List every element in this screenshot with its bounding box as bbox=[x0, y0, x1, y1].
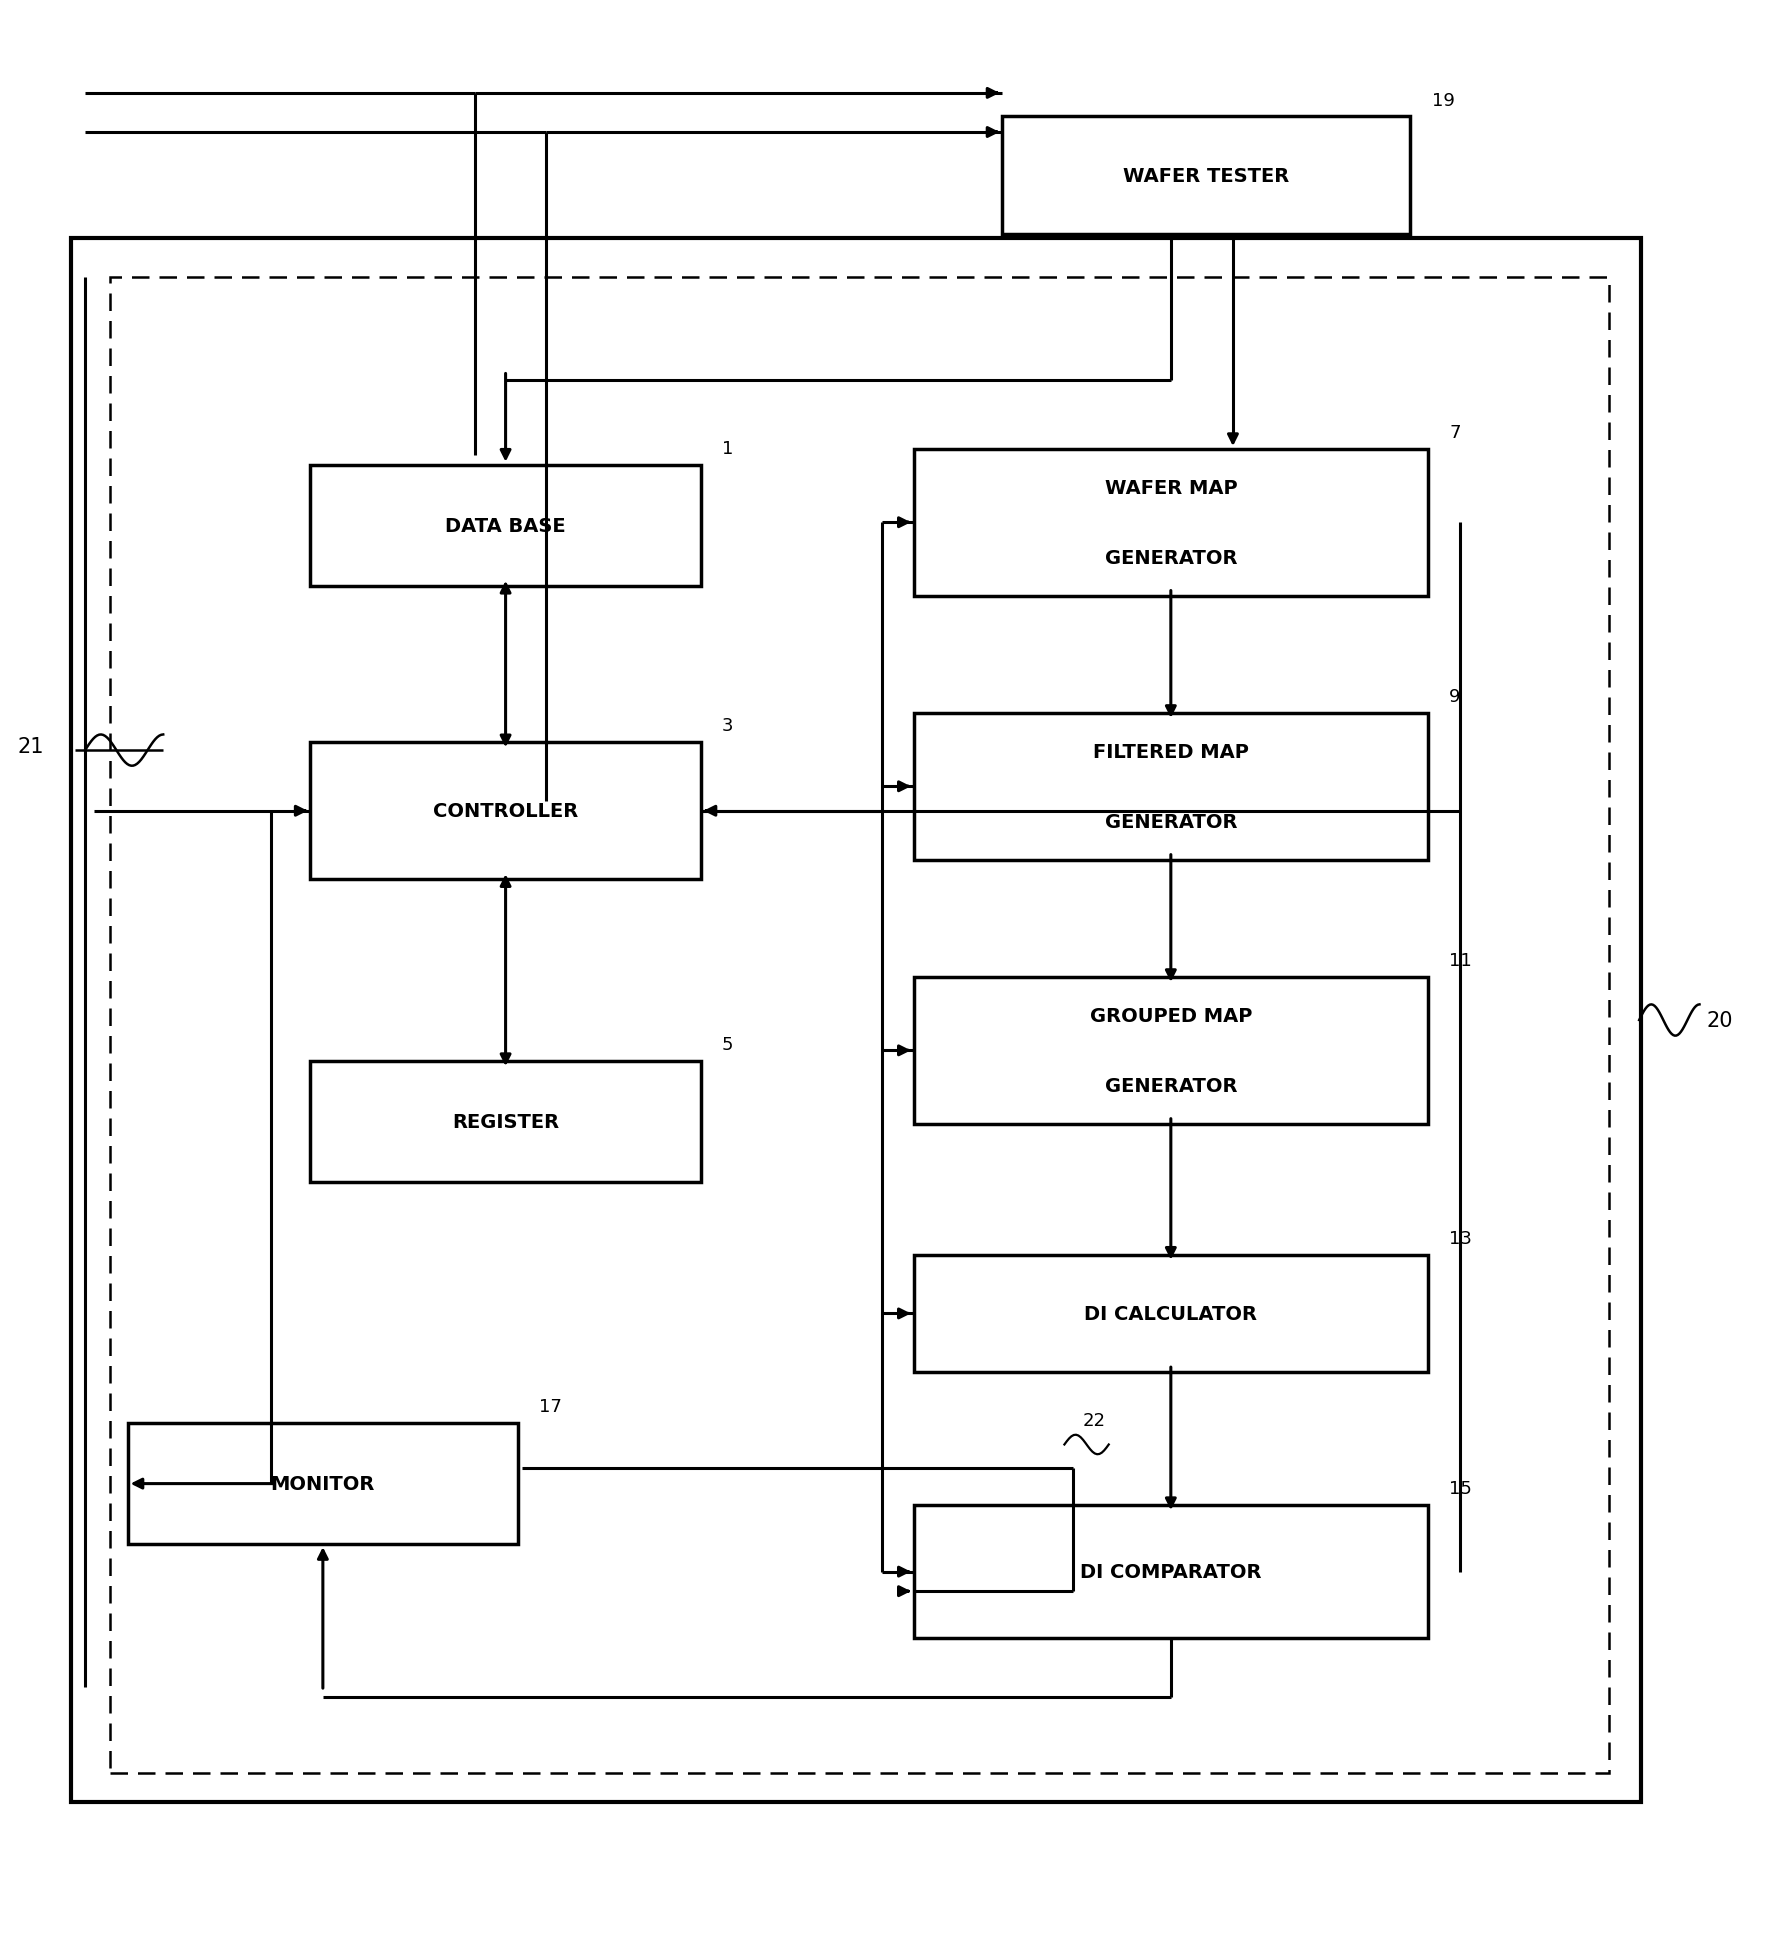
Text: 19: 19 bbox=[1431, 92, 1454, 109]
Text: 17: 17 bbox=[539, 1398, 562, 1415]
Text: 7: 7 bbox=[1449, 424, 1459, 442]
FancyBboxPatch shape bbox=[310, 1062, 700, 1183]
FancyBboxPatch shape bbox=[128, 1423, 518, 1544]
Text: 22: 22 bbox=[1082, 1412, 1105, 1429]
FancyBboxPatch shape bbox=[913, 450, 1427, 596]
Text: GENERATOR: GENERATOR bbox=[1105, 1077, 1236, 1095]
FancyBboxPatch shape bbox=[913, 978, 1427, 1124]
Text: WAFER MAP: WAFER MAP bbox=[1105, 479, 1236, 497]
Text: 9: 9 bbox=[1449, 688, 1459, 706]
Text: 21: 21 bbox=[18, 737, 44, 757]
FancyBboxPatch shape bbox=[913, 1255, 1427, 1372]
FancyBboxPatch shape bbox=[913, 1505, 1427, 1638]
Text: DI CALCULATOR: DI CALCULATOR bbox=[1083, 1304, 1257, 1324]
Text: MONITOR: MONITOR bbox=[271, 1474, 374, 1494]
Text: REGISTER: REGISTER bbox=[452, 1112, 558, 1132]
FancyBboxPatch shape bbox=[913, 714, 1427, 860]
Text: 13: 13 bbox=[1449, 1230, 1472, 1247]
Text: GENERATOR: GENERATOR bbox=[1105, 813, 1236, 831]
Text: 11: 11 bbox=[1449, 952, 1472, 970]
Text: FILTERED MAP: FILTERED MAP bbox=[1092, 743, 1248, 760]
FancyBboxPatch shape bbox=[1002, 117, 1410, 235]
Text: WAFER TESTER: WAFER TESTER bbox=[1122, 166, 1289, 186]
Text: DI COMPARATOR: DI COMPARATOR bbox=[1080, 1562, 1261, 1582]
Text: 5: 5 bbox=[722, 1036, 732, 1054]
Text: 20: 20 bbox=[1706, 1011, 1732, 1030]
FancyBboxPatch shape bbox=[310, 743, 700, 880]
Text: 3: 3 bbox=[722, 717, 732, 735]
FancyBboxPatch shape bbox=[310, 465, 700, 586]
Text: 15: 15 bbox=[1449, 1480, 1472, 1498]
Text: DATA BASE: DATA BASE bbox=[445, 516, 566, 536]
Text: CONTROLLER: CONTROLLER bbox=[433, 802, 578, 821]
Text: GROUPED MAP: GROUPED MAP bbox=[1089, 1007, 1252, 1024]
Text: 1: 1 bbox=[722, 440, 732, 457]
Text: GENERATOR: GENERATOR bbox=[1105, 549, 1236, 567]
